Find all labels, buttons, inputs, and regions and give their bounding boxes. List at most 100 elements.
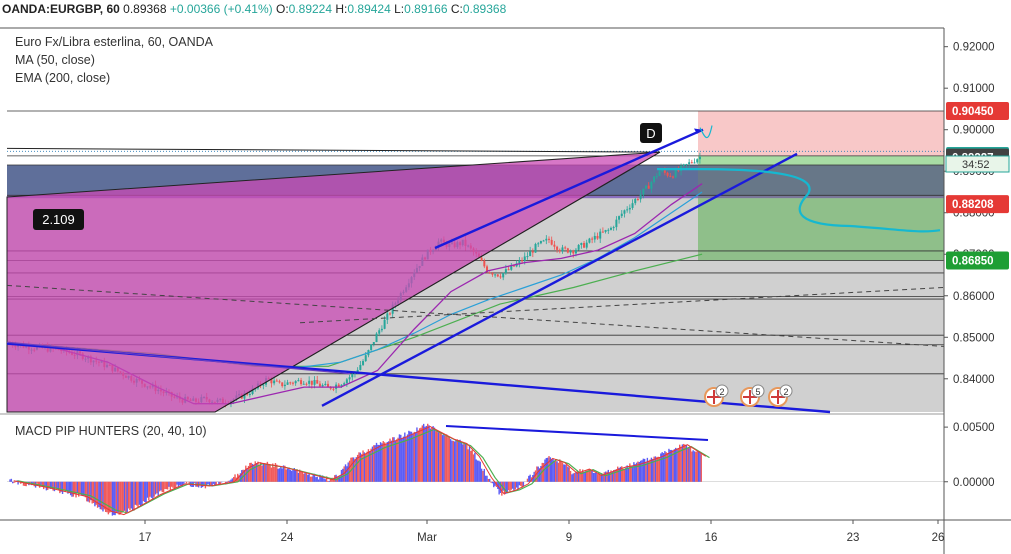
candle-body	[305, 383, 308, 385]
close-label: C:	[450, 2, 463, 16]
candle-body	[246, 393, 249, 395]
candle-body	[682, 164, 685, 166]
candle-body	[378, 330, 381, 334]
candle-body	[364, 355, 367, 362]
time-tick-label: 9	[566, 532, 572, 544]
pattern-ratio-box[interactable]	[33, 209, 84, 230]
open-label: O:	[275, 2, 289, 16]
candle-body	[663, 170, 666, 173]
pattern-ratio-label: 2.109	[42, 212, 75, 227]
candle-body	[289, 382, 292, 384]
candle-body	[386, 313, 389, 320]
candle-body	[588, 238, 591, 243]
high-label: H:	[335, 2, 348, 16]
candle-body	[642, 188, 645, 195]
candle-body	[300, 380, 303, 385]
candle-body	[696, 159, 699, 163]
ema-200-line[interactable]	[291, 191, 703, 369]
candle-body	[626, 209, 629, 211]
candle-body	[291, 382, 294, 384]
macd-divergence-line[interactable]	[445, 425, 709, 441]
candle-body	[496, 274, 499, 277]
price-label-box[interactable]	[946, 251, 1009, 270]
candle-body	[690, 162, 693, 164]
dashed-line-down	[6, 284, 945, 347]
countdown-box[interactable]	[945, 155, 1010, 173]
open-value: 0.89224	[288, 2, 333, 16]
symbol-label[interactable]: OANDA:EURGBP, 60	[2, 2, 120, 16]
point-d-label: D	[646, 126, 655, 141]
candle-body	[645, 185, 648, 189]
candle-body	[480, 257, 483, 261]
time-tick-label: 17	[139, 532, 152, 544]
candle-body	[628, 207, 631, 210]
candle-body	[558, 249, 561, 252]
ma-legend[interactable]: MA (50, close)	[15, 53, 95, 67]
candle-body	[281, 382, 284, 387]
last-price: 0.89368	[123, 2, 167, 16]
price-label-box[interactable]	[946, 102, 1009, 121]
macd-line[interactable]	[13, 426, 707, 516]
candle-body	[297, 380, 300, 382]
candle-body	[669, 175, 672, 177]
price-label-text: 0.90450	[952, 106, 994, 118]
candle-body	[332, 388, 335, 390]
candle-body	[609, 227, 612, 230]
candle-body	[661, 170, 664, 172]
point-d-box[interactable]	[640, 123, 662, 143]
event-count-bubble	[715, 384, 729, 398]
candle-body	[362, 361, 365, 365]
pattern-top-edge	[6, 147, 661, 153]
symbol-info-bar: OANDA:EURGBP, 60 0.89368 +0.00366 (+0.41…	[2, 2, 506, 16]
candle-body	[618, 216, 621, 220]
candle-body	[345, 379, 348, 384]
uptrend-line-upper[interactable]	[434, 128, 704, 250]
candle-body	[510, 265, 513, 270]
candle-body	[348, 377, 351, 380]
candle-body	[337, 384, 340, 387]
event-count: 2	[783, 387, 788, 397]
macd-tick-label: 0.00000	[953, 477, 995, 489]
candle-body	[321, 385, 324, 387]
high-value: 0.89424	[347, 2, 391, 16]
target-zone-upper	[698, 155, 944, 165]
candle-body	[577, 244, 580, 250]
chart-title[interactable]: Euro Fx/Libra esterlina, 60, OANDA	[15, 35, 213, 49]
candle-body	[596, 235, 599, 239]
candle-body	[631, 203, 634, 208]
candle-body	[599, 231, 602, 239]
candle-body	[273, 380, 276, 384]
candle-body	[343, 383, 346, 385]
candle-body	[518, 260, 521, 264]
ema-legend[interactable]: EMA (200, close)	[15, 71, 111, 85]
candle-body	[388, 313, 391, 315]
candle-body	[647, 185, 650, 189]
price-tick-label: 0.92000	[953, 42, 995, 54]
projection-path[interactable]	[657, 168, 941, 233]
candle-body	[591, 238, 594, 240]
candle-body	[283, 384, 286, 387]
event-count-bubble	[751, 384, 765, 398]
uptrend-line-lower[interactable]	[321, 152, 798, 407]
candle-body	[601, 231, 604, 233]
price-label-box[interactable]	[946, 195, 1009, 214]
candle-body	[308, 380, 311, 384]
candle-body	[550, 239, 553, 245]
price-change: +0.00366 (+0.41%)	[169, 2, 273, 16]
countdown-timer: 34:52	[962, 159, 990, 171]
macd-legend[interactable]: MACD PIP HUNTERS (20, 40, 10)	[15, 424, 207, 438]
candle-body	[270, 378, 273, 384]
candle-body	[674, 169, 677, 178]
candle-body	[623, 210, 626, 214]
candle-body	[526, 256, 529, 258]
projection-tick	[699, 125, 713, 139]
candle-body	[324, 383, 327, 386]
candle-body	[351, 373, 354, 378]
downtrend-line-inner	[6, 341, 351, 375]
candle-body	[561, 247, 564, 252]
candle-body	[491, 273, 494, 275]
price-tick-label: 0.90000	[953, 125, 995, 137]
candle-body	[580, 242, 583, 245]
candle-body	[488, 272, 491, 274]
